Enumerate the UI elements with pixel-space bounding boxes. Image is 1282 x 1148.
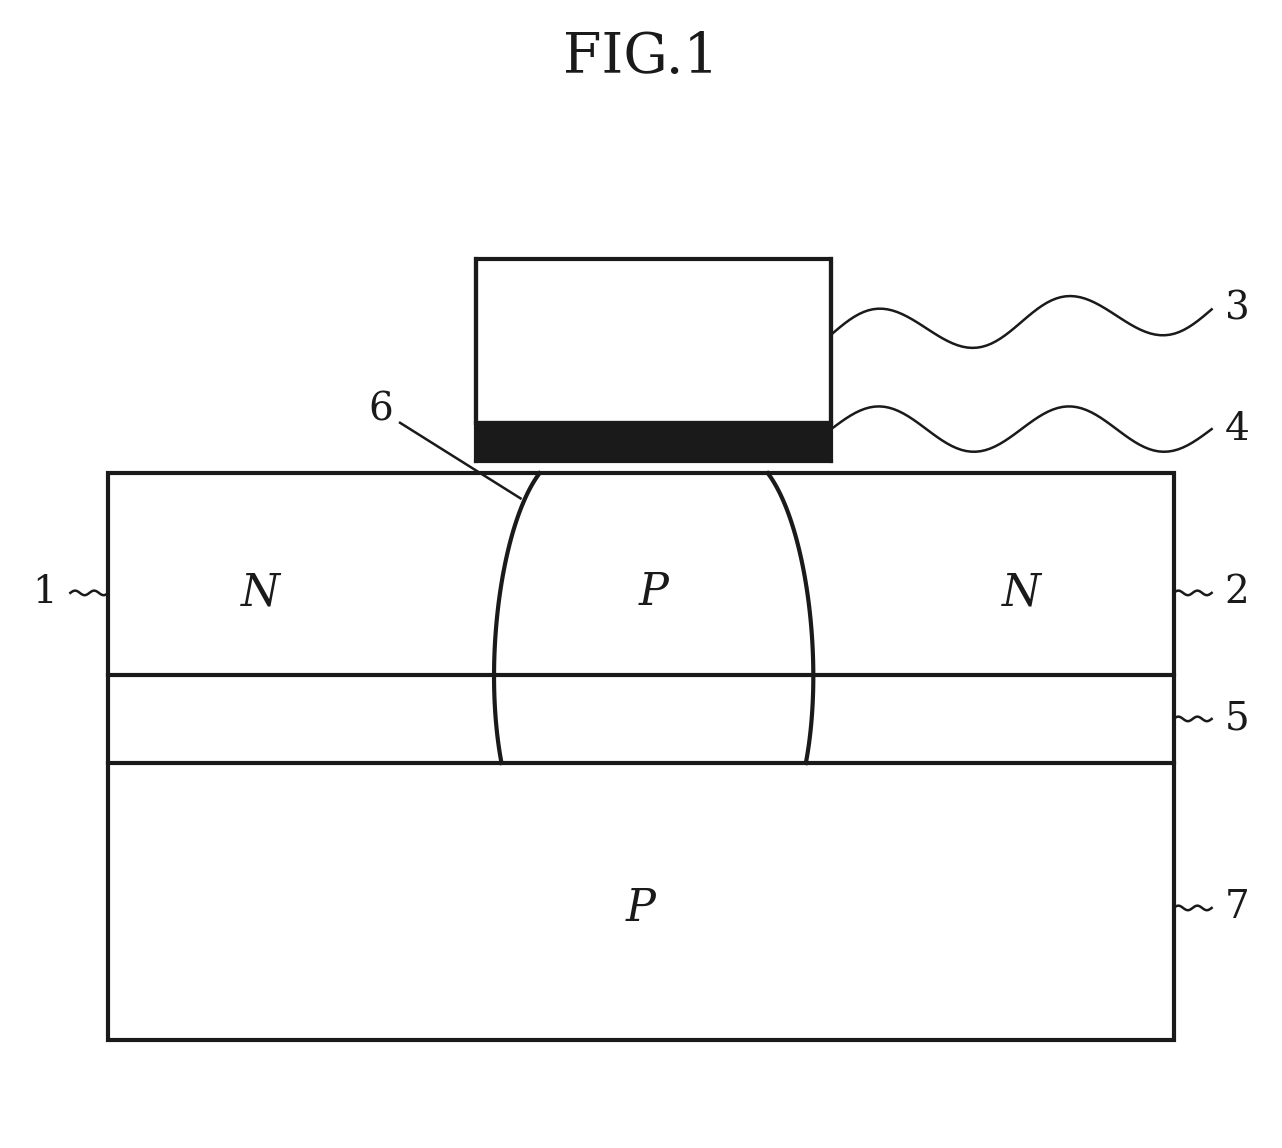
Text: P: P [626, 886, 656, 930]
Text: 6: 6 [369, 391, 394, 428]
Text: 7: 7 [1224, 890, 1250, 926]
Text: 4: 4 [1224, 411, 1250, 448]
Text: N: N [1003, 572, 1041, 614]
Bar [476, 259, 831, 422]
Bar [109, 473, 1173, 1040]
Text: 2: 2 [1224, 574, 1250, 612]
Text: FIG.1: FIG.1 [563, 30, 719, 85]
Text: P: P [638, 572, 669, 614]
Text: N: N [241, 572, 279, 614]
Text: 1: 1 [32, 574, 58, 612]
Bar [476, 422, 831, 460]
Text: 3: 3 [1224, 290, 1250, 328]
Text: 5: 5 [1224, 700, 1250, 737]
